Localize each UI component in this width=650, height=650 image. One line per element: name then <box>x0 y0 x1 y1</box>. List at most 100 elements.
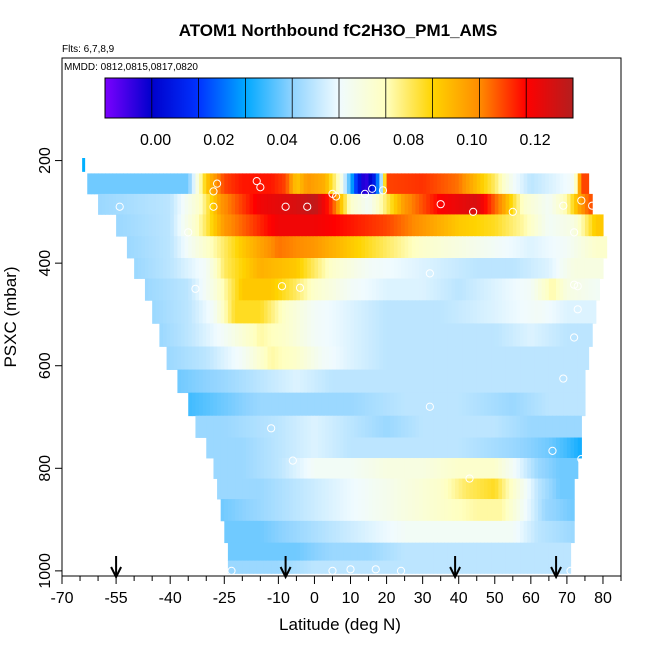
heatmap-cell <box>382 346 388 370</box>
heatmap-cell <box>321 346 326 370</box>
heatmap-cell <box>343 392 348 417</box>
heatmap-cell <box>476 437 481 459</box>
heatmap-cell <box>209 323 215 347</box>
heatmap-cell <box>162 236 168 259</box>
heatmap-cell <box>260 193 265 215</box>
heatmap-cell <box>541 323 546 347</box>
heatmap-cell <box>545 323 550 347</box>
heatmap-cell <box>483 369 489 394</box>
heatmap-cell <box>458 369 463 394</box>
heatmap-cell <box>332 236 337 259</box>
heatmap-cell <box>397 258 402 279</box>
heatmap-cell <box>206 278 211 301</box>
heatmap-cell <box>491 193 496 215</box>
heatmap-cell <box>321 437 326 459</box>
heatmap-cell <box>263 415 269 438</box>
heatmap-cell <box>188 300 193 324</box>
heatmap-cell <box>401 560 406 574</box>
heatmap-cell <box>199 258 204 279</box>
heatmap-cell <box>314 369 319 394</box>
heatmap-cell <box>375 392 380 417</box>
heatmap-cell <box>235 369 240 394</box>
heatmap-cell <box>364 193 370 215</box>
heatmap-cell <box>393 499 398 522</box>
heatmap-cell <box>249 392 254 417</box>
heatmap-cell <box>570 458 575 479</box>
heatmap-cell <box>379 193 384 215</box>
heatmap-cell <box>498 323 503 347</box>
heatmap-cell <box>419 520 424 544</box>
heatmap-cell <box>458 278 463 301</box>
heatmap-cell <box>509 560 514 574</box>
heatmap-cell <box>469 258 474 279</box>
heatmap-cell <box>429 478 435 500</box>
heatmap-cell <box>292 173 298 195</box>
heatmap-cell <box>570 415 575 438</box>
heatmap-cell <box>130 236 135 259</box>
heatmap-cell <box>447 478 453 500</box>
heatmap-cell <box>173 214 179 237</box>
dates-label: MMDD: 0812,0815,0817,0820 <box>64 62 198 73</box>
heatmap-cell <box>570 392 575 417</box>
heatmap-cell <box>487 193 492 215</box>
heatmap-cell <box>368 300 373 324</box>
heatmap-cell <box>516 258 521 279</box>
heatmap-cell <box>227 258 233 279</box>
heatmap-cell <box>444 173 449 195</box>
heatmap-cell <box>343 520 348 544</box>
heatmap-cell <box>545 193 550 215</box>
heatmap-cell <box>274 346 279 370</box>
heatmap-cell <box>552 214 557 237</box>
heatmap-cell <box>487 499 492 522</box>
heatmap-cell <box>318 560 323 574</box>
heatmap-cell <box>332 520 337 544</box>
heatmap-cell <box>368 193 373 215</box>
heatmap-cell <box>527 542 532 562</box>
heatmap-cell <box>184 323 189 347</box>
heatmap-cell <box>253 258 258 279</box>
heatmap-cell <box>404 346 409 370</box>
heatmap-cell <box>336 542 341 562</box>
heatmap-cell <box>563 437 568 459</box>
heatmap-cell <box>487 278 492 301</box>
heatmap-cell <box>318 173 323 195</box>
heatmap-cell <box>437 458 442 479</box>
heatmap-cell <box>401 478 406 500</box>
heatmap-cell <box>278 458 283 479</box>
heatmap-cell <box>217 346 222 370</box>
heatmap-cell <box>325 300 330 324</box>
heatmap-cell <box>300 437 305 459</box>
heatmap-cell <box>548 520 554 544</box>
heatmap-cell <box>422 392 427 417</box>
heatmap-cell <box>217 437 222 459</box>
heatmap-cell <box>584 214 590 237</box>
heatmap-cell <box>462 369 467 394</box>
heatmap-cell <box>195 369 200 394</box>
heatmap-cell <box>177 193 182 215</box>
heatmap-cell <box>408 193 413 215</box>
heatmap-cell <box>235 560 240 574</box>
heatmap-cell <box>447 458 453 479</box>
heatmap-cell <box>300 499 305 522</box>
heatmap-cell <box>209 300 215 324</box>
heatmap-cell <box>390 499 395 522</box>
heatmap-cell <box>339 323 344 347</box>
x-tick-label: -10 <box>267 590 290 607</box>
heatmap-cell <box>281 542 287 562</box>
heatmap-cell <box>332 346 337 370</box>
heatmap-cell <box>357 323 362 347</box>
heatmap-cell <box>523 236 528 259</box>
heatmap-cell <box>408 542 413 562</box>
heatmap-cell <box>451 346 456 370</box>
heatmap-cell <box>552 478 557 500</box>
heatmap-cell <box>433 437 438 459</box>
heatmap-cell <box>224 214 229 237</box>
heatmap-cell <box>310 193 316 215</box>
heatmap-cell <box>570 520 575 544</box>
heatmap-cell <box>213 173 218 195</box>
heatmap-cell <box>408 499 413 522</box>
sample-circle <box>281 202 290 211</box>
heatmap-cell <box>386 542 391 562</box>
heatmap-cell <box>382 236 388 259</box>
heatmap-cell <box>429 300 435 324</box>
